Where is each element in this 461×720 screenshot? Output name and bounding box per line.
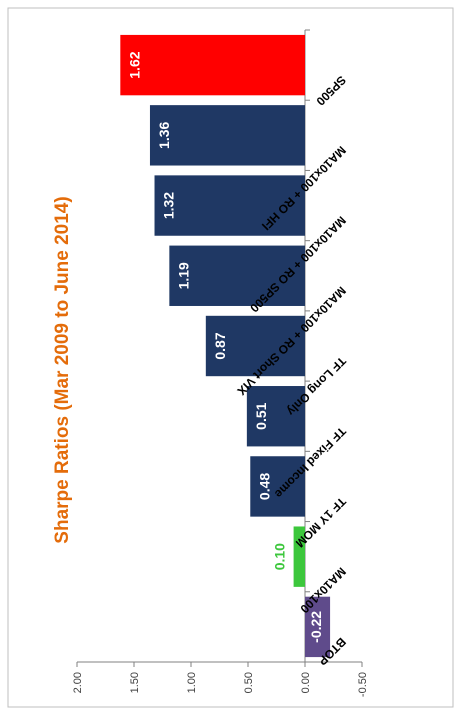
chart-title: Sharpe Ratios (Mar 2009 to June 2014) xyxy=(52,196,73,543)
data-label: 0.10 xyxy=(272,543,288,570)
value-axis-tick-label: 1.00 xyxy=(186,672,198,693)
bar xyxy=(205,315,305,377)
bar xyxy=(250,456,305,517)
data-label: 0.87 xyxy=(212,332,228,359)
value-axis-tick-label: -0.50 xyxy=(357,672,369,697)
bar xyxy=(305,596,331,658)
data-label: 0.48 xyxy=(256,473,272,500)
bar xyxy=(120,34,305,96)
bar xyxy=(169,245,305,306)
plot-area: -0.500.000.501.001.502.00-0.22BTOP0.10MA… xyxy=(72,29,369,697)
data-label: 0.51 xyxy=(253,402,269,429)
value-axis-tick-label: 1.50 xyxy=(129,672,141,693)
data-label: 1.19 xyxy=(175,262,191,289)
value-axis-tick-label: 0.00 xyxy=(300,672,312,693)
bar xyxy=(246,386,305,447)
data-label: 1.36 xyxy=(156,121,172,148)
value-axis-tick-label: 0.50 xyxy=(243,672,255,693)
data-label: 1.32 xyxy=(161,192,177,219)
bar xyxy=(154,175,305,236)
data-label: -0.22 xyxy=(308,611,324,643)
value-axis-tick-label: 2.00 xyxy=(72,672,84,693)
data-label: 1.62 xyxy=(126,51,142,78)
bar xyxy=(293,526,305,587)
bar xyxy=(149,105,305,166)
